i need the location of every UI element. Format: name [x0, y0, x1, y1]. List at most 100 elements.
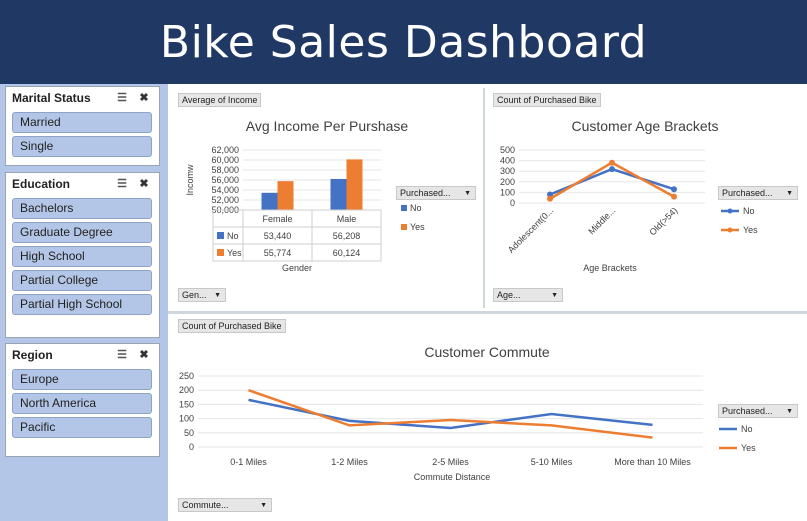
- clear-filter-icon[interactable]: ✖: [139, 349, 149, 361]
- y-tick-label: 58,000: [211, 165, 239, 175]
- slicer-item-partial-high-school[interactable]: Partial High School: [12, 294, 152, 315]
- income-chart: Avg Income Per Purshase50,00052,00054,00…: [185, 118, 425, 273]
- y-tick-label: 100: [179, 414, 194, 424]
- y-tick-label: 300: [500, 166, 515, 176]
- y-tick-label: 0: [189, 442, 194, 452]
- data-label: 55,774: [264, 248, 292, 258]
- y-tick-label: 56,000: [211, 175, 239, 185]
- bar-yes-male: [346, 159, 363, 210]
- slicer-item-graduate-degree[interactable]: Graduate Degree: [12, 222, 152, 243]
- multi-select-icon[interactable]: ☰: [117, 349, 127, 361]
- data-label: 53,440: [264, 231, 292, 241]
- y-tick-label: 0: [510, 198, 515, 208]
- y-tick-label: 52,000: [211, 195, 239, 205]
- x-tick-label: 0-1 Miles: [230, 457, 267, 467]
- panel-divider: [168, 311, 807, 314]
- y-tick-label: 50: [184, 428, 194, 438]
- y-tick-label: 100: [500, 187, 515, 197]
- x-tick-label: Female: [262, 214, 292, 224]
- y-tick-label: 250: [179, 371, 194, 381]
- legend-marker-no: [727, 208, 733, 214]
- y-axis-label: Incomw: [185, 164, 195, 196]
- data-point-no: [671, 186, 677, 193]
- slicer-header: Education ☰ ✖: [6, 173, 159, 195]
- x-tick-label: Adolescent(0...: [506, 205, 556, 255]
- data-point-no: [609, 166, 615, 173]
- slicer-item-pacific[interactable]: Pacific: [12, 417, 152, 438]
- legend-label-yes: Yes: [741, 443, 756, 453]
- x-axis-label: Gender: [282, 263, 312, 273]
- legend-label-no: No: [741, 424, 753, 434]
- slicer-item-bachelors[interactable]: Bachelors: [12, 198, 152, 219]
- legend-marker-yes: [727, 227, 733, 233]
- table-series-name: No: [227, 231, 239, 241]
- commute-legend-button[interactable]: Purchased... ▼: [718, 404, 798, 418]
- y-tick-label: 60,000: [211, 155, 239, 165]
- income-legend-button[interactable]: Purchased... ▼: [396, 186, 476, 200]
- y-tick-label: 62,000: [211, 145, 239, 155]
- chart-title: Avg Income Per Purshase: [246, 118, 409, 134]
- income-axis-button[interactable]: Gen... ▼: [178, 288, 226, 302]
- y-tick-label: 200: [500, 177, 515, 187]
- x-axis-label: Commute Distance: [414, 472, 491, 482]
- slicer-item-single[interactable]: Single: [12, 136, 152, 157]
- axis-button-label: Age...: [497, 290, 521, 300]
- x-axis-label: Age Brackets: [583, 263, 637, 273]
- slicer-item-north-america[interactable]: North America: [12, 393, 152, 414]
- slicer-sidebar: Marital Status ☰ ✖ Married Single Educat…: [0, 84, 168, 521]
- slicer-marital-status: Marital Status ☰ ✖ Married Single: [5, 86, 160, 166]
- slicer-item-europe[interactable]: Europe: [12, 369, 152, 390]
- legend-label-no: No: [743, 206, 755, 216]
- series-line-yes: [248, 389, 653, 439]
- data-label: 56,208: [333, 231, 361, 241]
- multi-select-icon[interactable]: ☰: [117, 178, 127, 190]
- x-tick-label: 2-5 Miles: [432, 457, 469, 467]
- age-legend-button[interactable]: Purchased... ▼: [718, 186, 798, 200]
- table-legend-key: [217, 249, 224, 256]
- slicer-education: Education ☰ ✖ Bachelors Graduate Degree …: [5, 172, 160, 338]
- commute-axis-button[interactable]: Commute... ▼: [178, 498, 272, 512]
- y-tick-label: 400: [500, 156, 515, 166]
- slicer-title: Education: [12, 177, 71, 191]
- y-tick-label: 200: [179, 385, 194, 395]
- multi-select-icon[interactable]: ☰: [117, 92, 127, 104]
- data-label: 60,124: [333, 248, 361, 258]
- data-table-border: [212, 209, 382, 262]
- legend-label-yes: Yes: [410, 222, 425, 232]
- table-legend-key: [217, 232, 224, 239]
- panel-divider: [483, 88, 485, 308]
- legend-label-yes: Yes: [743, 225, 758, 235]
- axis-button-label: Gen...: [182, 290, 207, 300]
- slicer-item-married[interactable]: Married: [12, 112, 152, 133]
- chart-title: Customer Commute: [424, 344, 549, 360]
- data-point-no: [547, 191, 553, 198]
- y-tick-label: 54,000: [211, 185, 239, 195]
- slicer-item-partial-college[interactable]: Partial College: [12, 270, 152, 291]
- dashboard-banner: Bike Sales Dashboard: [0, 0, 807, 84]
- x-tick-label: 1-2 Miles: [331, 457, 368, 467]
- data-point-yes: [671, 193, 677, 200]
- bar-no-male: [330, 178, 347, 210]
- clear-filter-icon[interactable]: ✖: [139, 92, 149, 104]
- x-tick-label: Middle...: [586, 205, 617, 236]
- x-tick-label: More than 10 Miles: [614, 457, 691, 467]
- table-series-name: Yes: [227, 248, 242, 258]
- clear-filter-icon[interactable]: ✖: [139, 178, 149, 190]
- age-axis-button[interactable]: Age... ▼: [493, 288, 563, 302]
- income-field-tag[interactable]: Average of Income: [178, 93, 262, 107]
- slicer-header: Marital Status ☰ ✖: [6, 87, 159, 109]
- y-tick-label: 150: [179, 399, 194, 409]
- slicer-title: Region: [12, 348, 53, 362]
- age-field-tag[interactable]: Count of Purchased Bike: [493, 93, 601, 107]
- commute-field-tag[interactable]: Count of Purchased Bike: [178, 319, 286, 333]
- slicer-region: Region ☰ ✖ Europe North America Pacific: [5, 343, 160, 457]
- dashboard-title: Bike Sales Dashboard: [159, 16, 648, 68]
- axis-button-label: Commute...: [182, 500, 229, 510]
- legend-key-no: [401, 205, 407, 211]
- x-tick-label: Old(>54): [647, 205, 679, 237]
- commute-chart: Customer Commute 0 50 100 150 200 250 0-1 Miles…: [179, 344, 756, 482]
- slicer-item-high-school[interactable]: High School: [12, 246, 152, 267]
- bar-yes-female: [277, 181, 294, 210]
- slicer-title: Marital Status: [12, 91, 91, 105]
